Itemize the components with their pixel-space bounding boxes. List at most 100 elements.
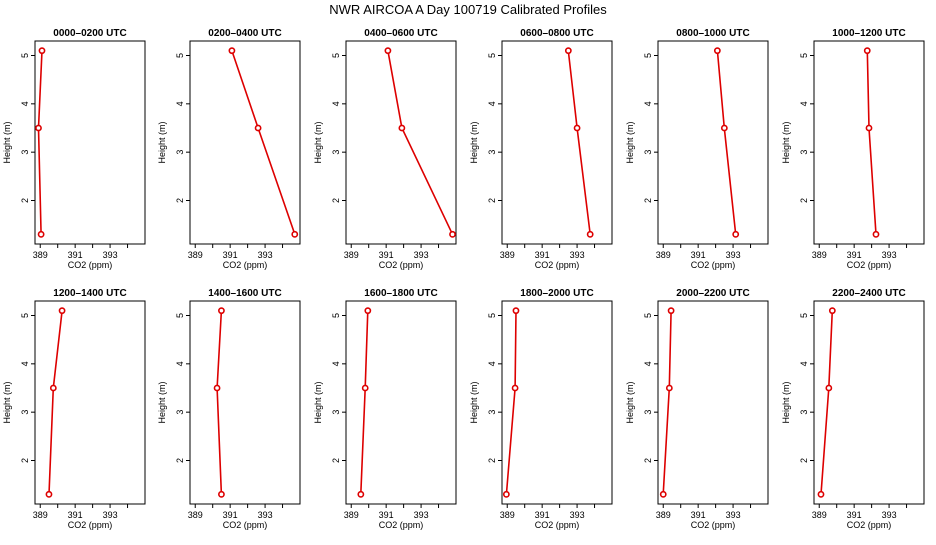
y-tick-label: 3 [487, 410, 497, 415]
x-tick-label: 389 [188, 250, 203, 260]
x-tick-label: 391 [68, 510, 83, 520]
y-tick-label: 3 [643, 150, 653, 155]
plot-frame [813, 40, 925, 245]
x-tick-label: 393 [726, 250, 741, 260]
x-tick-label: 393 [882, 250, 897, 260]
plot-frame [501, 300, 613, 505]
data-point [58, 307, 66, 315]
y-tick-label: 5 [175, 313, 185, 318]
x-tick-label: 389 [500, 250, 515, 260]
x-tick-label: 393 [258, 250, 273, 260]
y-tick-label: 4 [799, 101, 809, 106]
y-tick-label: 2 [175, 198, 185, 203]
data-point [254, 124, 262, 132]
x-tick-label: 391 [379, 510, 394, 520]
x-tick-label: 391 [535, 250, 550, 260]
y-tick-label: 4 [643, 361, 653, 366]
y-axis-label: Height (m) [469, 121, 479, 163]
data-point [361, 384, 369, 392]
x-tick-label: 391 [535, 510, 550, 520]
y-tick-label: 2 [799, 458, 809, 463]
panel-title: 1200–1400 UTC [53, 288, 126, 299]
y-tick-label: 5 [643, 313, 653, 318]
panel-title: 1000–1200 UTC [832, 28, 905, 39]
y-tick-label: 2 [331, 198, 341, 203]
panel-title: 1400–1600 UTC [208, 288, 281, 299]
data-point [384, 47, 392, 55]
profile-line [567, 50, 591, 235]
x-tick-label: 391 [68, 250, 83, 260]
plot-frame [34, 300, 146, 505]
profile-line [387, 50, 454, 235]
panel-title: 1600–1800 UTC [364, 288, 437, 299]
data-point [449, 230, 456, 238]
x-tick-label: 391 [691, 510, 706, 520]
data-point [713, 47, 721, 55]
x-axis-label: CO2 (ppm) [691, 520, 736, 530]
x-tick-label: 393 [258, 510, 273, 520]
x-tick-label: 393 [103, 510, 118, 520]
panel-title: 1800–2000 UTC [520, 288, 593, 299]
plot-frame [657, 40, 769, 245]
profile-line [48, 310, 63, 495]
x-tick-label: 391 [223, 250, 238, 260]
x-tick-label: 389 [188, 510, 203, 520]
x-tick-label: 389 [812, 250, 827, 260]
y-axis-label: Height (m) [157, 121, 167, 163]
x-tick-label: 393 [570, 510, 585, 520]
y-tick-label: 2 [643, 458, 653, 463]
x-tick-label: 391 [223, 510, 238, 520]
panel-title: 2000–2200 UTC [676, 288, 749, 299]
plot-frame [34, 40, 146, 245]
data-point [659, 490, 667, 498]
y-tick-label: 4 [20, 101, 30, 106]
x-axis-label: CO2 (ppm) [223, 520, 268, 530]
panel-title: 0400–0600 UTC [364, 28, 437, 39]
y-tick-label: 4 [331, 101, 341, 106]
x-tick-label: 393 [414, 250, 429, 260]
y-axis-label: Height (m) [781, 121, 791, 163]
y-axis-label: Height (m) [469, 381, 479, 423]
y-tick-label: 3 [331, 150, 341, 155]
data-point [218, 307, 225, 315]
plot-frame [189, 300, 301, 505]
x-axis-label: CO2 (ppm) [535, 260, 580, 270]
y-tick-label: 5 [643, 53, 653, 58]
data-point [37, 230, 45, 238]
panel-title: 2200–2400 UTC [832, 288, 905, 299]
x-tick-label: 393 [570, 250, 585, 260]
x-tick-label: 389 [656, 510, 671, 520]
y-tick-label: 3 [175, 150, 185, 155]
profile-line [716, 50, 737, 235]
plot-frame [345, 40, 457, 245]
profile-line [662, 310, 672, 495]
y-tick-label: 4 [175, 361, 185, 366]
data-point [732, 230, 740, 238]
x-tick-label: 389 [344, 250, 359, 260]
y-tick-label: 3 [331, 410, 341, 415]
x-axis-label: CO2 (ppm) [68, 520, 113, 530]
y-tick-label: 3 [643, 410, 653, 415]
profile-line [866, 50, 877, 235]
plot-frame [189, 40, 301, 245]
y-axis-label: Height (m) [313, 381, 323, 423]
y-tick-label: 2 [20, 198, 30, 203]
x-tick-label: 389 [344, 510, 359, 520]
y-tick-label: 4 [487, 361, 497, 366]
y-tick-label: 5 [487, 53, 497, 58]
y-axis-label: Height (m) [625, 121, 635, 163]
panel-title: 0000–0200 UTC [53, 28, 126, 39]
y-tick-label: 3 [175, 410, 185, 415]
data-point [865, 124, 873, 132]
y-tick-label: 3 [487, 150, 497, 155]
data-point [45, 490, 53, 498]
x-axis-label: CO2 (ppm) [691, 260, 736, 270]
